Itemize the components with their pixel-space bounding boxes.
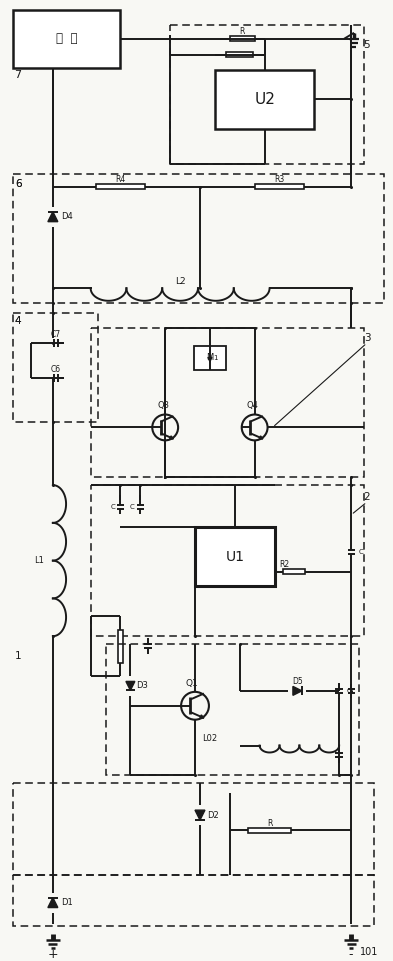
Bar (283, 569, 305, 574)
Polygon shape (126, 681, 135, 690)
Text: 负  载: 负 载 (56, 33, 77, 45)
Text: Q3: Q3 (157, 401, 169, 410)
Text: 5: 5 (364, 39, 370, 50)
Bar (215, 69, 314, 129)
Text: C: C (347, 688, 351, 694)
Text: L2: L2 (175, 277, 185, 285)
Text: Q4: Q4 (247, 401, 259, 410)
Text: C: C (110, 504, 115, 510)
Text: Q1: Q1 (185, 679, 198, 688)
Polygon shape (293, 686, 302, 696)
Bar (13, 875, 374, 926)
Bar (91, 328, 364, 478)
Bar (226, 52, 253, 57)
Text: R3: R3 (274, 176, 285, 185)
Bar (230, 37, 255, 41)
Bar (91, 485, 364, 636)
Bar (13, 10, 121, 67)
Bar (106, 644, 359, 776)
Text: D5: D5 (292, 678, 303, 686)
Text: D3: D3 (136, 681, 148, 690)
Text: U1: U1 (225, 550, 244, 564)
Bar (13, 313, 97, 423)
Polygon shape (48, 898, 58, 907)
Bar (194, 346, 226, 370)
Polygon shape (48, 211, 58, 222)
Text: U2: U2 (254, 92, 275, 107)
Bar (255, 185, 304, 189)
Text: 101: 101 (360, 948, 378, 957)
Text: D2: D2 (207, 811, 219, 820)
Bar (195, 527, 275, 586)
Text: 3: 3 (364, 333, 370, 343)
Text: 1: 1 (15, 651, 21, 661)
Text: R: R (267, 819, 272, 827)
Text: M: M (206, 354, 213, 362)
Bar (13, 174, 384, 303)
Text: 1: 1 (214, 355, 218, 360)
Text: D4: D4 (61, 212, 73, 221)
Text: 2: 2 (364, 492, 370, 502)
Polygon shape (170, 436, 173, 439)
Text: 4: 4 (15, 316, 21, 326)
Text: 7: 7 (15, 69, 22, 80)
Text: R4: R4 (115, 176, 126, 185)
Text: C7: C7 (51, 331, 61, 339)
Text: C6: C6 (51, 365, 61, 374)
Text: C: C (130, 504, 135, 510)
Text: C: C (359, 549, 364, 554)
Bar (96, 185, 145, 189)
Bar (118, 629, 123, 662)
Polygon shape (259, 436, 263, 439)
Text: -: - (349, 948, 353, 961)
Bar (170, 25, 364, 164)
Text: D1: D1 (61, 899, 73, 907)
Text: 6: 6 (15, 179, 21, 189)
Text: 4: 4 (15, 316, 21, 326)
Bar (248, 827, 292, 832)
Polygon shape (195, 810, 205, 820)
Text: R: R (239, 27, 244, 37)
Text: R2: R2 (279, 560, 290, 569)
Text: +: + (48, 948, 58, 961)
Text: L02: L02 (202, 734, 217, 743)
Bar (13, 783, 374, 875)
Text: L1: L1 (34, 556, 44, 565)
Text: 6: 6 (15, 179, 21, 189)
Polygon shape (200, 715, 204, 718)
